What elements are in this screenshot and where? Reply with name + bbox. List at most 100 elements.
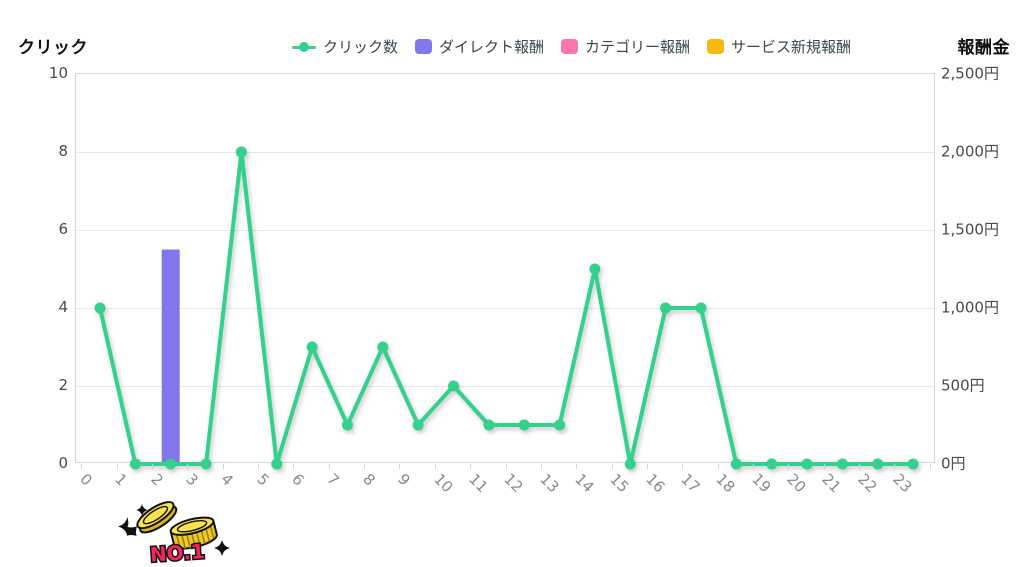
x-axis-tick (364, 464, 366, 469)
data-point[interactable] (518, 419, 530, 431)
data-point[interactable] (907, 458, 919, 470)
x-axis-tick-label: 7 (323, 470, 344, 490)
right-axis-tick-label: 1,500円 (941, 220, 999, 239)
x-axis-tick (81, 464, 83, 469)
sparkle-icon (136, 504, 148, 516)
x-axis-tick (929, 464, 931, 469)
x-axis-tick-label: 9 (394, 470, 414, 490)
x-axis-tick-label: 18 (712, 470, 739, 497)
yellow-swatch-icon (707, 39, 725, 54)
right-axis-tick-label: 2,500円 (941, 64, 999, 83)
data-point[interactable] (766, 458, 778, 470)
data-point[interactable] (730, 458, 742, 470)
coin-stack-icon (169, 516, 218, 550)
right-axis-tick-label: 2,000円 (941, 142, 999, 161)
x-axis-tick-label: 21 (818, 470, 845, 497)
legend-item-category-reward[interactable]: カテゴリー報酬 (561, 36, 690, 57)
x-axis-tick-label: 15 (606, 470, 633, 497)
series-layer[interactable] (76, 74, 936, 470)
data-point[interactable] (554, 419, 566, 431)
left-axis-title: クリック (18, 38, 88, 58)
data-point[interactable] (341, 419, 353, 431)
data-point[interactable] (200, 458, 212, 470)
x-axis-tick (328, 464, 330, 469)
left-axis-tick-label: 10 (48, 64, 68, 82)
bar-ダイレクト報酬[interactable] (161, 249, 180, 465)
gridline (76, 152, 934, 153)
x-axis-tick (788, 464, 790, 469)
x-axis-tick-label: 19 (747, 470, 775, 497)
data-point[interactable] (695, 302, 707, 314)
gridline (76, 230, 934, 231)
legend-item-clicks[interactable]: クリック数 (292, 36, 398, 57)
left-axis-tick-label: 8 (58, 142, 68, 160)
x-axis-tick-label: 3 (182, 470, 202, 490)
x-axis-tick-label: 14 (571, 470, 598, 497)
x-axis-tick (116, 464, 118, 469)
x-axis-tick-label: 20 (783, 470, 810, 497)
data-point[interactable] (235, 146, 247, 158)
x-axis-tick (540, 464, 542, 469)
right-axis-tick-label: 0円 (941, 454, 966, 473)
data-point[interactable] (129, 458, 141, 470)
data-point[interactable] (306, 341, 318, 353)
x-axis-tick (682, 464, 684, 469)
coin-icon (136, 501, 178, 534)
data-point[interactable] (271, 458, 283, 470)
data-point[interactable] (660, 302, 672, 314)
x-axis-tick (823, 464, 825, 469)
x-axis-tick-label: 2 (146, 470, 167, 490)
line-marker-icon (292, 40, 316, 54)
x-axis-tick-label: 23 (889, 470, 916, 497)
data-point[interactable] (412, 419, 424, 431)
x-axis-tick (222, 464, 224, 469)
x-axis-tick (293, 464, 295, 469)
line-series-クリック数[interactable] (94, 146, 919, 470)
x-axis-tick (576, 464, 578, 469)
data-point[interactable] (377, 341, 389, 353)
x-axis-tick-label: 12 (500, 470, 527, 497)
data-point[interactable] (165, 458, 177, 470)
x-axis-tick-label: 8 (359, 470, 379, 490)
gridline (76, 386, 934, 387)
data-point[interactable] (872, 458, 884, 470)
purple-swatch-icon (415, 39, 433, 54)
data-point[interactable] (624, 458, 636, 470)
x-axis-tick (258, 464, 260, 469)
x-axis-tick (611, 464, 613, 469)
legend-label: ダイレクト報酬 (439, 38, 545, 56)
legend-label: カテゴリー報酬 (585, 38, 691, 56)
data-point[interactable] (801, 458, 813, 470)
x-axis-tick-label: 11 (465, 470, 492, 497)
data-point[interactable] (836, 458, 848, 470)
legend: クリック数 ダイレクト報酬 カテゴリー報酬 サービス新規報酬 (292, 36, 851, 57)
x-axis-tick-label: 17 (677, 470, 704, 497)
right-axis-title: 報酬金 (957, 38, 1010, 58)
x-axis-tick (894, 464, 896, 469)
gridline (76, 308, 934, 309)
x-axis-tick-label: 13 (535, 470, 563, 497)
x-axis-tick (434, 464, 436, 469)
plot-area[interactable] (75, 73, 936, 470)
left-axis-tick-label: 0 (58, 454, 68, 472)
x-axis-tick-label: 10 (429, 470, 457, 497)
x-axis-tick-label: 6 (288, 470, 308, 490)
sparkle-icon (117, 517, 137, 536)
x-axis-tick (646, 464, 648, 469)
x-axis-tick-label: 5 (253, 470, 273, 490)
x-axis-tick-label: 1 (111, 470, 132, 490)
x-axis-tick (859, 464, 860, 469)
data-point[interactable] (94, 302, 106, 314)
x-axis-tick-label: 22 (853, 470, 881, 497)
legend-item-direct-reward[interactable]: ダイレクト報酬 (415, 36, 544, 57)
data-point[interactable] (483, 419, 495, 431)
sparkle-icon (214, 540, 230, 556)
legend-item-service-new-reward[interactable]: サービス新規報酬 (707, 36, 851, 57)
no1-coins-icon: NO.1 (117, 501, 230, 566)
data-point[interactable] (589, 263, 601, 275)
x-axis-tick-label: 4 (217, 470, 238, 490)
x-axis-tick (152, 464, 153, 469)
data-point[interactable] (448, 380, 459, 392)
left-axis-tick-label: 4 (58, 298, 68, 316)
